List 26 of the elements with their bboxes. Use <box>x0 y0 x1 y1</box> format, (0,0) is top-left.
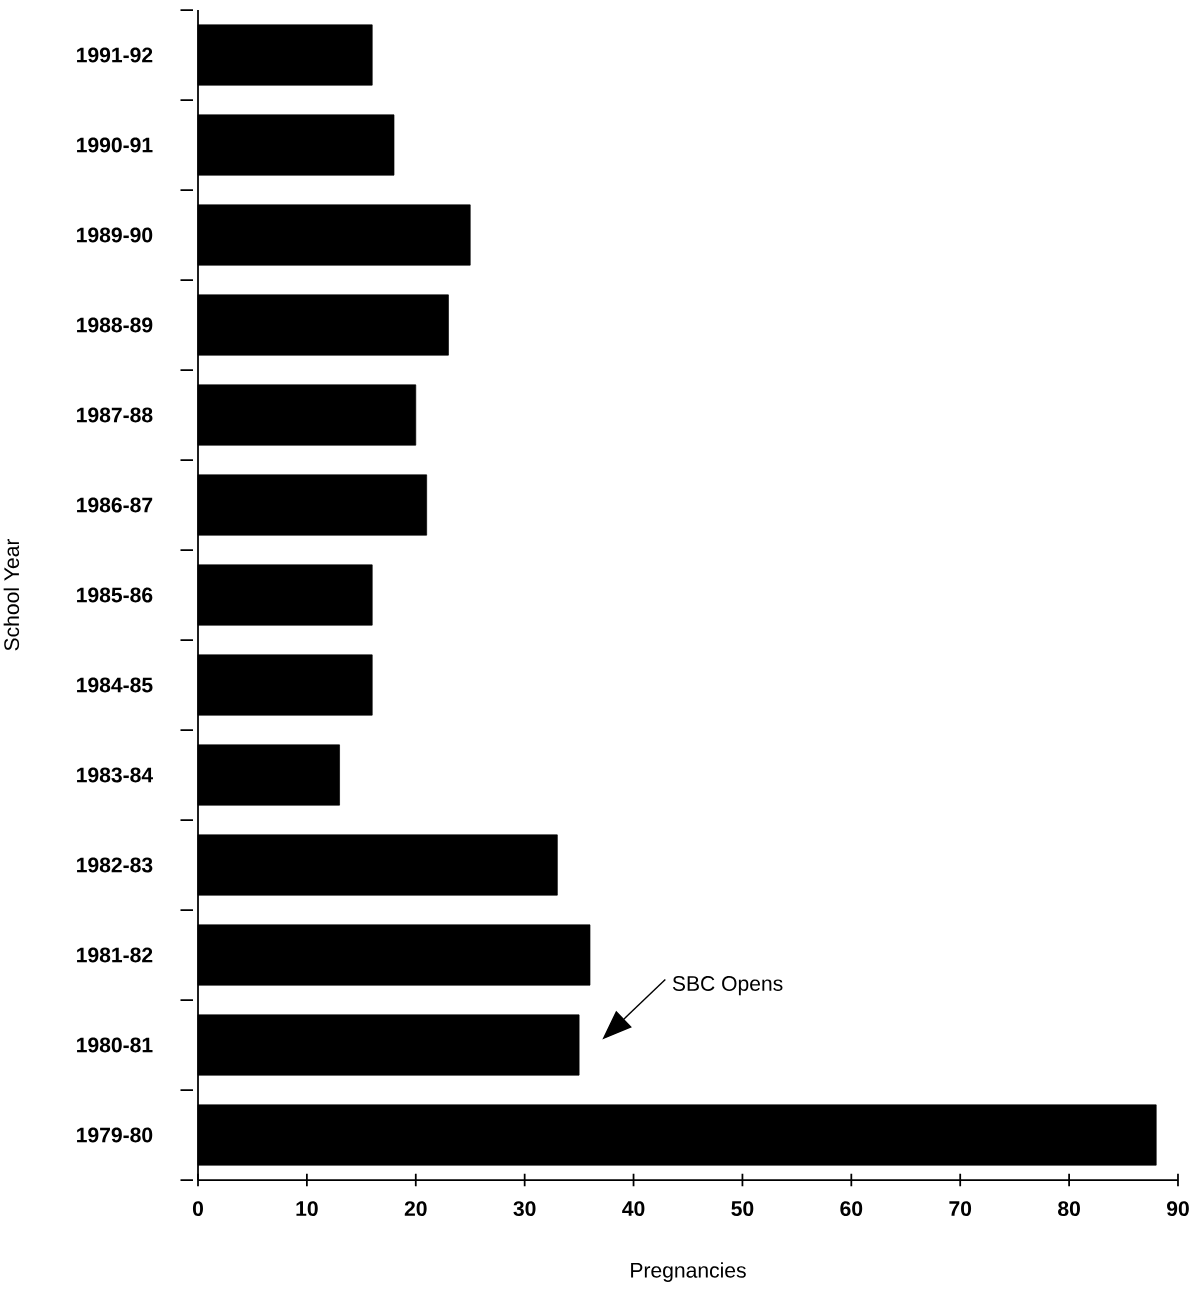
y-tick-label: 1984-85 <box>77 677 153 693</box>
y-tick-label: 1980-81 <box>77 1037 153 1053</box>
y-tick-label: 1982-83 <box>77 857 153 873</box>
x-tick-label: 90 <box>1167 1201 1189 1217</box>
x-tick-label: 0 <box>192 1201 203 1217</box>
annotation: SBC Opens <box>672 976 783 996</box>
x-tick-label: 10 <box>296 1201 318 1217</box>
y-axis-title: School Year <box>3 538 20 651</box>
y-tick-label: 1986-87 <box>77 497 153 513</box>
y-tick-label: 1981-82 <box>77 947 153 963</box>
x-tick-label: 70 <box>949 1201 972 1217</box>
y-tick-label: 1985-86 <box>77 587 153 603</box>
x-tick-label: 30 <box>513 1201 536 1217</box>
y-tick-label: 1987-88 <box>77 407 153 423</box>
y-tick-label: 1979-80 <box>77 1127 153 1143</box>
x-axis-title: Pregnancies <box>631 1262 746 1282</box>
x-tick-label: 20 <box>404 1201 427 1217</box>
y-tick-label: 1989-90 <box>77 227 153 243</box>
y-tick-label: 1990-91 <box>77 137 153 153</box>
x-tick-label: 60 <box>840 1201 863 1217</box>
y-tick-label: 1983-84 <box>77 767 153 783</box>
y-tick-label: 1991-92 <box>77 47 153 63</box>
x-tick-label: 50 <box>731 1201 754 1217</box>
x-tick-label: 80 <box>1058 1201 1080 1217</box>
x-tick-label: 40 <box>622 1201 645 1217</box>
y-tick-label: 1988-89 <box>77 317 153 333</box>
